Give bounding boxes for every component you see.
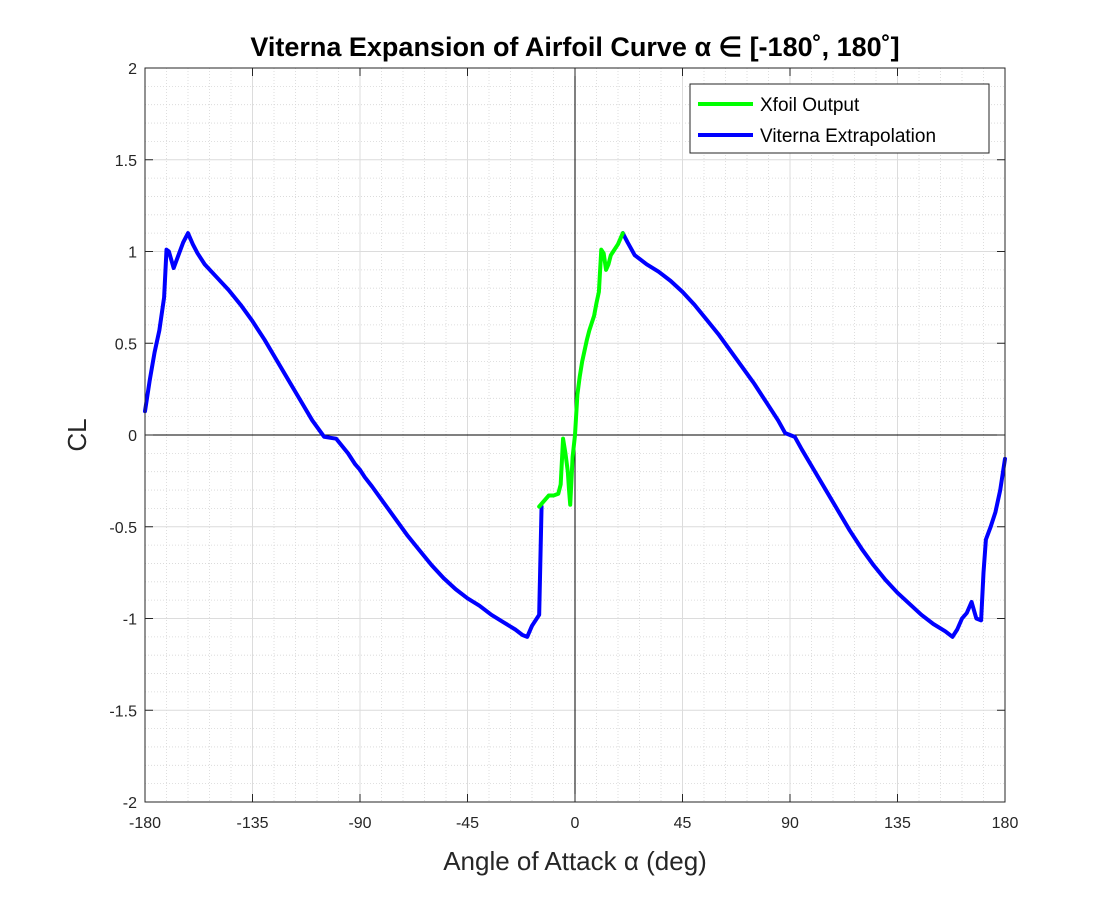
y-tick-label: 0 (128, 428, 137, 445)
legend-label-xfoil: Xfoil Output (760, 95, 860, 116)
series-layer (143, 231, 1007, 639)
y-tick-label: 2 (128, 61, 137, 78)
y-tick-label: 0.5 (115, 336, 137, 353)
legend-label-viterna: Viterna Extrapolation (760, 126, 936, 147)
series-line-viterna-extrapolation-0 (143, 231, 544, 639)
legend-box (689, 83, 990, 154)
x-tick-label: -180 (129, 815, 161, 832)
y-tick-label: -1 (123, 612, 137, 629)
x-axis-label: Angle of Attack α (deg) (443, 846, 707, 876)
y-axis-ticks: -2 -1.5 -1 -0.5 0 0.5 1 1.5 2 (109, 61, 1005, 812)
x-tick-label: 180 (992, 815, 1019, 832)
series-line-viterna-extrapolation-1 (620, 231, 1007, 639)
y-tick-label: -2 (123, 795, 137, 812)
x-tick-label: -45 (456, 815, 479, 832)
y-axis-label: CL (62, 418, 92, 451)
x-tick-label: -135 (236, 815, 268, 832)
x-tick-label: 135 (884, 815, 911, 832)
legend: Xfoil Output Viterna Extrapolation (689, 83, 990, 154)
x-tick-label: -90 (348, 815, 371, 832)
x-tick-label: 45 (674, 815, 692, 832)
y-tick-label: 1.5 (115, 153, 137, 170)
x-axis-ticks: -180 -135 -90 -45 0 45 90 135 180 (129, 68, 1018, 832)
y-tick-label: -1.5 (109, 703, 137, 720)
series-line-xfoil-output-0 (537, 231, 625, 509)
chart-title: Viterna Expansion of Airfoil Curve α ∈ [… (250, 32, 899, 62)
x-tick-label: 90 (781, 815, 799, 832)
y-tick-label: -0.5 (109, 520, 137, 537)
x-tick-label: 0 (571, 815, 580, 832)
y-tick-label: 1 (128, 245, 137, 262)
